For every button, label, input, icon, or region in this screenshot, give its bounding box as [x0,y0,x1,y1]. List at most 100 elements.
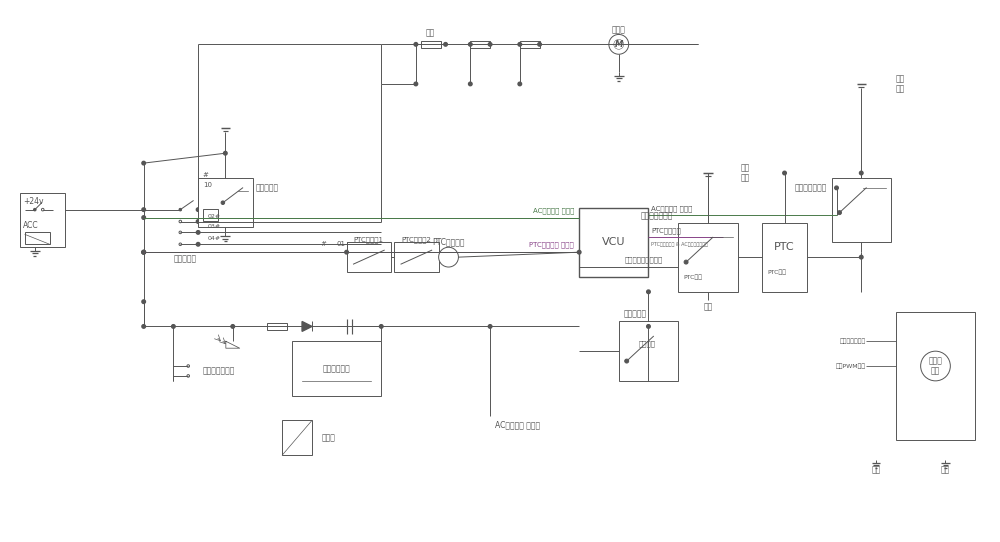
Text: ACC: ACC [23,221,39,230]
Bar [678,223,738,292]
Circle shape [538,43,541,46]
Bar [282,421,312,455]
Text: PTC控制输入高 & AC控制输入高管效: PTC控制输入高 & AC控制输入高管效 [651,242,708,247]
Circle shape [142,300,145,304]
Text: PTC温控: PTC温控 [767,269,786,275]
Circle shape [444,43,447,46]
Circle shape [783,171,786,175]
Text: 高压
主正: 高压 主正 [741,163,750,183]
Text: 鼓风机开关: 鼓风机开关 [173,254,197,263]
Circle shape [835,186,838,190]
Circle shape [647,325,650,328]
Text: PTC控制输入 高有效: PTC控制输入 高有效 [529,242,574,248]
Text: PTC请求开关: PTC请求开关 [432,238,465,247]
Circle shape [518,82,522,86]
Text: PTC控制输出: PTC控制输出 [651,228,681,234]
Circle shape [414,82,418,86]
Circle shape [684,260,688,264]
Text: 强地: 强地 [703,302,712,311]
Text: 强地: 强地 [941,466,950,474]
Text: VCU: VCU [602,237,626,247]
Circle shape [142,250,145,254]
Circle shape [224,151,227,155]
Circle shape [196,230,200,234]
Bar [520,41,540,48]
Circle shape [469,43,472,46]
Circle shape [614,40,624,49]
Circle shape [609,35,629,54]
Circle shape [859,171,863,175]
Bar [579,208,648,277]
Text: 压缩机控制开关: 压缩机控制开关 [203,366,235,376]
Text: 转速度保存信号: 转速度保存信号 [840,338,866,344]
Circle shape [414,43,418,46]
Bar [896,312,975,440]
Circle shape [625,359,629,363]
Text: #: # [202,172,208,178]
Text: 第一高压继电器: 第一高压继电器 [641,211,673,221]
Circle shape [142,216,145,220]
Circle shape [439,247,458,267]
Bar [198,178,253,228]
Circle shape [142,208,145,211]
Text: PTC温控器2: PTC温控器2 [401,236,431,243]
Text: 02#: 02# [208,214,221,218]
Circle shape [34,208,36,211]
Bar [394,242,439,272]
Circle shape [221,201,225,204]
Text: 保险: 保险 [426,28,435,37]
Text: 01: 01 [337,241,346,247]
Text: 电动压
缩机: 电动压 缩机 [929,356,942,376]
Bar [619,321,678,381]
Text: 压力开关: 压力开关 [639,340,656,347]
Text: 第二高压继电器: 第二高压继电器 [794,183,827,192]
Bar [267,323,287,330]
Text: 温度控制模块: 温度控制模块 [323,364,351,373]
Circle shape [179,208,182,211]
Circle shape [488,43,492,46]
Circle shape [345,250,348,254]
Circle shape [838,211,841,215]
Text: AC控制输入 低有效: AC控制输入 低有效 [533,207,574,214]
Text: 弱地: 弱地 [871,466,881,474]
Text: 第四继电器: 第四继电器 [256,183,279,192]
Circle shape [196,220,200,223]
Bar [347,242,391,272]
Bar [832,178,891,242]
Text: PTC温控: PTC温控 [683,274,702,280]
Circle shape [921,351,950,381]
Text: +24v: +24v [23,197,43,206]
Circle shape [142,162,145,165]
Circle shape [196,242,200,246]
Text: 03#: 03# [208,224,221,229]
Circle shape [379,325,383,328]
Circle shape [172,325,175,328]
Text: 高压继电器吸合反馈: 高压继电器吸合反馈 [624,256,663,263]
Bar [762,223,807,292]
Text: PTC: PTC [774,242,795,252]
Text: AC控制输入 低有效: AC控制输入 低有效 [495,421,540,429]
Text: #: # [321,241,327,247]
Circle shape [231,325,235,328]
Text: AC控制输出 低有效: AC控制输出 低有效 [651,205,693,211]
Text: 10: 10 [203,182,212,188]
Circle shape [142,250,145,254]
Circle shape [469,82,472,86]
Text: M: M [615,40,623,49]
Circle shape [577,250,581,254]
Bar [292,341,381,396]
Circle shape [859,255,863,259]
Circle shape [196,208,200,211]
Circle shape [647,290,650,294]
Text: 第三继电器: 第三继电器 [624,309,647,319]
Bar [203,209,218,221]
Text: 转速PWM信号: 转速PWM信号 [836,363,866,369]
Text: 高压
主正: 高压 主正 [896,74,905,94]
Bar [470,41,490,48]
Text: 鼓风机: 鼓风机 [612,25,626,34]
Text: 04#: 04# [208,236,221,241]
Bar [25,233,50,244]
Text: PTC温控器1: PTC温控器1 [354,236,384,243]
Text: 传感器: 传感器 [322,433,336,442]
Polygon shape [302,321,312,331]
